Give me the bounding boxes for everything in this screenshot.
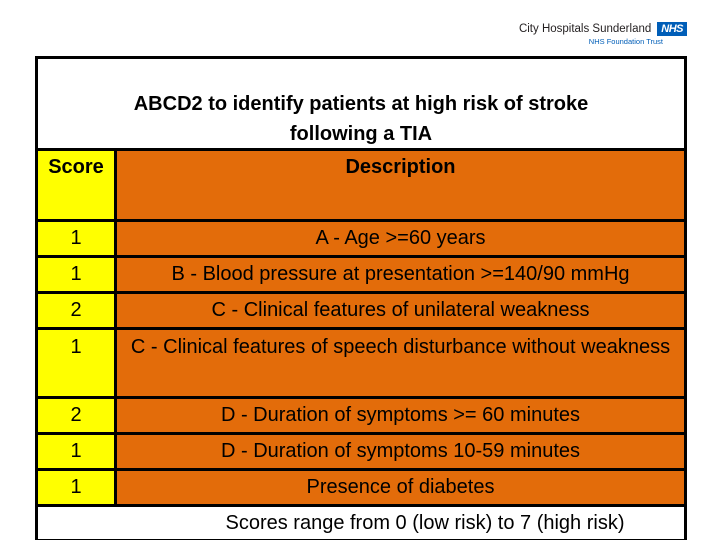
table-header-row: Score Description: [35, 148, 687, 222]
content-box: ABCD2 to identify patients at high risk …: [35, 56, 687, 540]
table-footer-row: Scores range from 0 (low risk) to 7 (hig…: [35, 504, 687, 540]
description-cell: B - Blood pressure at presentation >=140…: [114, 255, 687, 294]
table-row: 1 Presence of diabetes: [35, 468, 687, 507]
score-cell: 1: [35, 468, 117, 507]
table-row: 1 A - Age >=60 years: [35, 219, 687, 258]
description-cell: A - Age >=60 years: [114, 219, 687, 258]
description-cell: C - Clinical features of unilateral weak…: [114, 291, 687, 330]
table-row: 1 C - Clinical features of speech distur…: [35, 327, 687, 399]
score-column-header: Score: [35, 148, 117, 222]
score-cell: 1: [35, 327, 117, 399]
score-cell: 1: [35, 432, 117, 471]
description-cell: D - Duration of symptoms >= 60 minutes: [114, 396, 687, 435]
score-range-note: Scores range from 0 (low risk) to 7 (hig…: [35, 504, 687, 540]
description-column-header: Description: [114, 148, 687, 222]
table-row: 2 D - Duration of symptoms >= 60 minutes: [35, 396, 687, 435]
description-cell: Presence of diabetes: [114, 468, 687, 507]
score-cell: 1: [35, 255, 117, 294]
slide-title: ABCD2 to identify patients at high risk …: [35, 56, 687, 148]
description-cell: D - Duration of symptoms 10-59 minutes: [114, 432, 687, 471]
description-cell: C - Clinical features of speech disturba…: [114, 327, 687, 399]
score-cell: 1: [35, 219, 117, 258]
title-line-1: ABCD2 to identify patients at high risk …: [133, 93, 589, 115]
score-cell: 2: [35, 396, 117, 435]
title-line-2: following a TIA: [289, 123, 433, 145]
score-cell: 2: [35, 291, 117, 330]
hospital-name: City Hospitals Sunderland: [518, 23, 652, 35]
table-row: 1 B - Blood pressure at presentation >=1…: [35, 255, 687, 294]
nhs-logo: City Hospitals Sunderland NHS NHS Founda…: [519, 22, 687, 46]
foundation-trust-label: NHS Foundation Trust: [588, 37, 663, 46]
table-row: 2 C - Clinical features of unilateral we…: [35, 291, 687, 330]
nhs-logo-top-row: City Hospitals Sunderland NHS: [519, 22, 687, 36]
table-row: 1 D - Duration of symptoms 10-59 minutes: [35, 432, 687, 471]
nhs-icon: NHS: [657, 22, 687, 36]
abcd2-table: Score Description 1 A - Age >=60 years 1…: [35, 148, 687, 540]
